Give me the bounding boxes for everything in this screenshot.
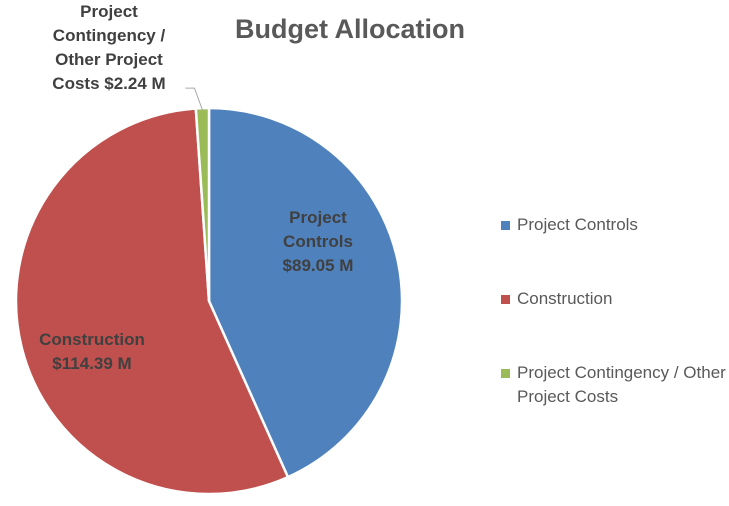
data-label: Project Contingency / Other Project Cost… <box>34 0 184 96</box>
data-label: Project Controls $89.05 M <box>262 206 374 278</box>
legend-label: Project Contingency / Other Project Cost… <box>517 363 726 406</box>
legend-label: Construction <box>517 289 613 308</box>
legend-swatch <box>501 221 510 230</box>
data-label-category: Project Controls <box>283 208 353 251</box>
pie-slice <box>207 106 404 479</box>
pie-slice <box>194 106 211 302</box>
data-label-category: Construction <box>39 330 145 349</box>
chart-title: Budget Allocation <box>235 14 465 44</box>
legend-swatch <box>501 369 510 378</box>
data-label-value: $89.05 M <box>282 256 354 275</box>
leader-line <box>185 87 203 111</box>
legend-swatch <box>501 295 510 304</box>
legend-label: Project Controls <box>517 215 638 234</box>
data-label-category: Project Contingency / Other Project Cost… <box>52 2 166 93</box>
pie-slice <box>14 107 290 496</box>
data-label-value: $114.39 M <box>52 354 132 373</box>
data-label-value: $2.24 M <box>104 74 166 93</box>
data-label: Construction $114.39 M <box>22 328 162 376</box>
